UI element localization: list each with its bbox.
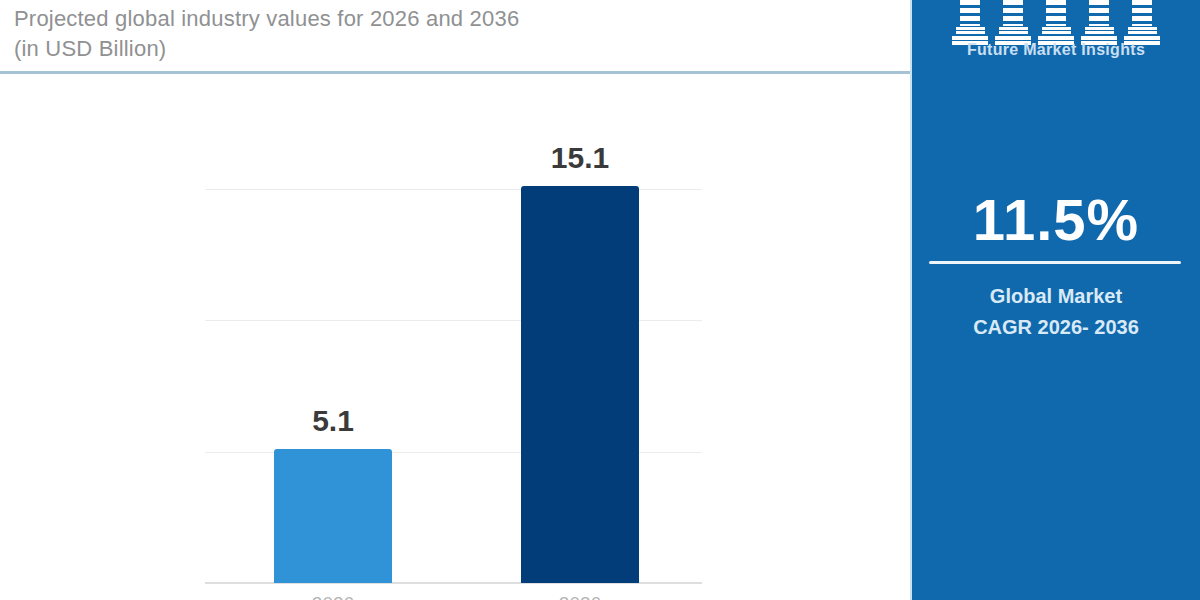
page-title-line1: Projected global industry values for 202…	[14, 4, 519, 34]
logo-pillar-icon	[1038, 0, 1074, 45]
fmi-logo-text: Future Market Insights	[912, 41, 1200, 59]
logo-pillar-icon	[1124, 0, 1160, 45]
panel-divider	[929, 261, 1181, 264]
cagr-label-line1: Global Market	[912, 281, 1200, 312]
cagr-label-line2: CAGR 2026- 2036	[912, 312, 1200, 343]
cagr-value: 11.5%	[912, 186, 1200, 253]
bar-value-label-2036: 15.1	[510, 141, 650, 175]
brand-panel: Future Market Insights 11.5% Global Mark…	[910, 0, 1200, 600]
x-axis-label-2026: 2026	[263, 593, 403, 600]
future-market-insights-logo-icon	[912, 0, 1200, 45]
x-axis-label-2036: 2036	[510, 593, 650, 600]
logo-pillar-icon	[952, 0, 988, 45]
page-title-line2: (in USD Billion)	[14, 34, 519, 64]
page-title: Projected global industry values for 202…	[14, 4, 519, 64]
logo-pillar-icon	[995, 0, 1031, 45]
infographic-page: Projected global industry values for 202…	[0, 0, 1200, 600]
cagr-label: Global Market CAGR 2026- 2036	[912, 281, 1200, 343]
bar-value-label-2026: 5.1	[263, 404, 403, 438]
logo-pillar-icon	[1081, 0, 1117, 45]
bar-2036	[521, 186, 639, 583]
bar-2026	[274, 449, 392, 583]
